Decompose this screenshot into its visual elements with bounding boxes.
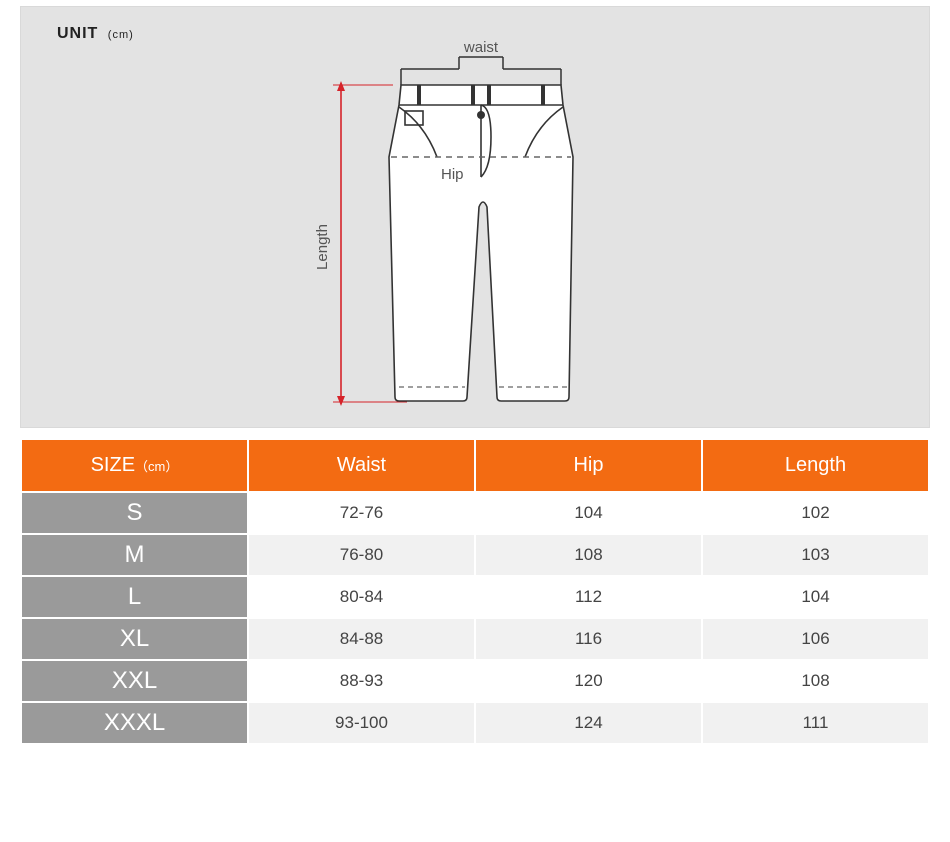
unit-text: UNIT — [57, 25, 98, 42]
waist-cell: 76-80 — [249, 535, 474, 575]
pants-outline — [389, 85, 573, 401]
length-cell: 106 — [703, 619, 928, 659]
unit-label: UNIT (cm) — [57, 25, 134, 43]
waist-bracket: waist — [401, 39, 561, 85]
size-cell: L — [22, 577, 247, 617]
length-cell: 108 — [703, 661, 928, 701]
table-row: L80-84112104 — [22, 577, 928, 617]
length-cell: 104 — [703, 577, 928, 617]
table-row: XL84-88116106 — [22, 619, 928, 659]
size-table: SIZE（cm） Waist Hip Length S72-76104102M7… — [20, 438, 930, 745]
col-size: SIZE（cm） — [22, 440, 247, 491]
diagram-panel: UNIT (cm) waist Length — [20, 6, 930, 428]
unit-paren: (cm) — [108, 29, 134, 41]
waist-label: waist — [463, 39, 499, 56]
length-label: Length — [314, 224, 331, 270]
hip-cell: 116 — [476, 619, 701, 659]
size-cell: XXL — [22, 661, 247, 701]
hip-cell: 120 — [476, 661, 701, 701]
hip-label: Hip — [441, 166, 464, 183]
hip-cell: 112 — [476, 577, 701, 617]
size-cell: XXXL — [22, 703, 247, 743]
col-length: Length — [703, 440, 928, 491]
waist-cell: 88-93 — [249, 661, 474, 701]
size-table-body: S72-76104102M76-80108103L80-84112104XL84… — [22, 493, 928, 743]
waist-cell: 93-100 — [249, 703, 474, 743]
length-cell: 103 — [703, 535, 928, 575]
size-cell: XL — [22, 619, 247, 659]
hip-cell: 104 — [476, 493, 701, 533]
col-hip: Hip — [476, 440, 701, 491]
waist-cell: 84-88 — [249, 619, 474, 659]
length-cell: 111 — [703, 703, 928, 743]
size-table-header-row: SIZE（cm） Waist Hip Length — [22, 440, 928, 491]
size-cell: M — [22, 535, 247, 575]
waist-cell: 72-76 — [249, 493, 474, 533]
waist-cell: 80-84 — [249, 577, 474, 617]
table-row: M76-80108103 — [22, 535, 928, 575]
table-row: XXL88-93120108 — [22, 661, 928, 701]
table-row: S72-76104102 — [22, 493, 928, 533]
pants-diagram: waist Length — [21, 7, 931, 427]
col-waist: Waist — [249, 440, 474, 491]
hip-cell: 108 — [476, 535, 701, 575]
length-cell: 102 — [703, 493, 928, 533]
hip-cell: 124 — [476, 703, 701, 743]
table-row: XXXL93-100124111 — [22, 703, 928, 743]
size-cell: S — [22, 493, 247, 533]
